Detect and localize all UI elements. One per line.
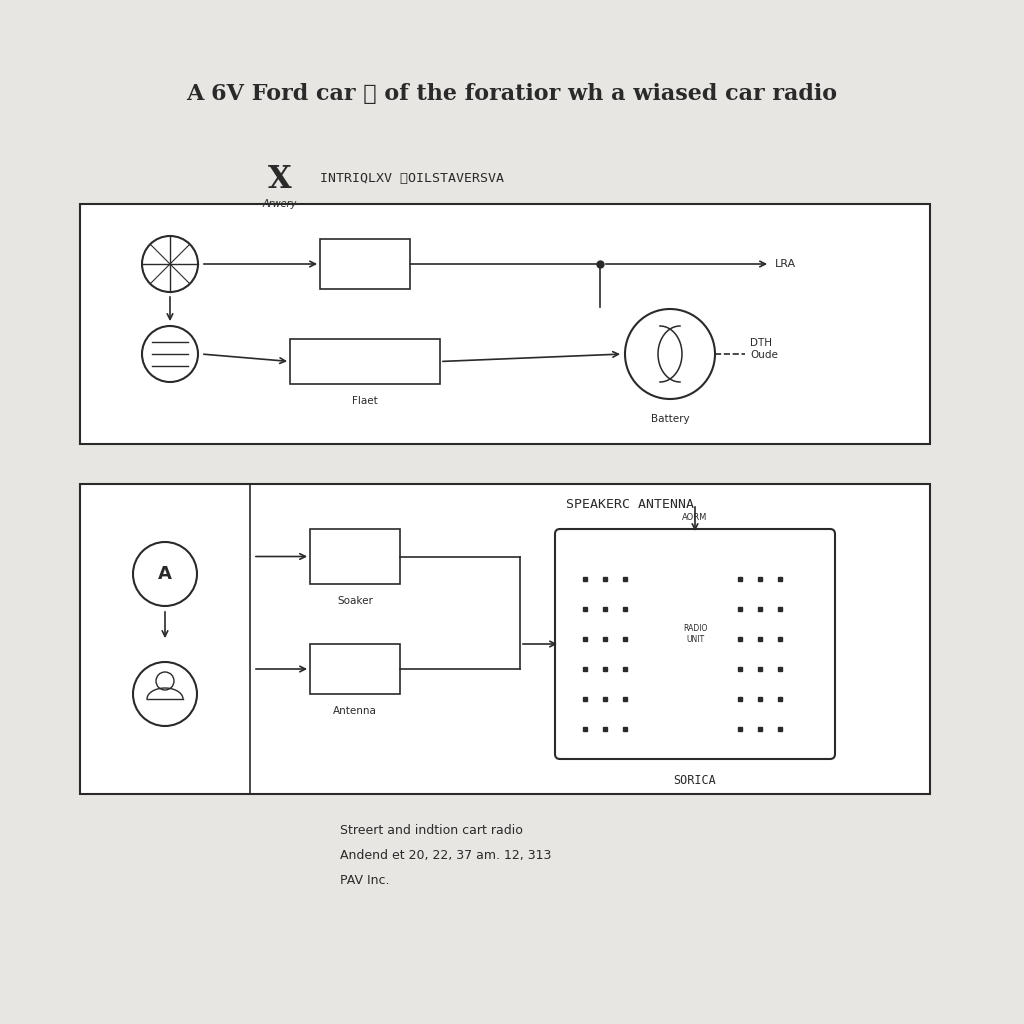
Text: INTRIQLXV ⓁOILSTAVERSVA: INTRIQLXV ⓁOILSTAVERSVA (319, 172, 504, 185)
Text: A 6V Ford car Ⓢ of the foratior wh a wiased car radio: A 6V Ford car Ⓢ of the foratior wh a wia… (186, 83, 838, 105)
Text: Andend et 20, 22, 37 am. 12, 313: Andend et 20, 22, 37 am. 12, 313 (340, 849, 551, 862)
Text: SPEAKERC ANTENNA: SPEAKERC ANTENNA (566, 498, 694, 511)
Text: DTH
Oude: DTH Oude (750, 338, 778, 359)
Circle shape (133, 662, 197, 726)
Text: SORICA: SORICA (674, 774, 717, 787)
Text: Streert and indtion cart radio: Streert and indtion cart radio (340, 824, 523, 837)
Bar (80, 204, 930, 444)
Text: LRA: LRA (775, 259, 796, 269)
Text: PAV Inc.: PAV Inc. (340, 874, 389, 887)
Text: Arwery: Arwery (263, 199, 297, 209)
Text: AORM: AORM (682, 513, 708, 522)
Bar (319, 239, 410, 289)
Circle shape (133, 542, 197, 606)
Text: Battery: Battery (650, 414, 689, 424)
Circle shape (142, 236, 198, 292)
Text: A: A (158, 565, 172, 583)
Circle shape (142, 326, 198, 382)
FancyBboxPatch shape (555, 529, 835, 759)
Bar (310, 529, 400, 584)
Bar (310, 644, 400, 694)
Circle shape (156, 672, 174, 690)
Text: RADIO
UNIT: RADIO UNIT (683, 625, 708, 644)
Text: Antenna: Antenna (333, 706, 377, 716)
Bar (290, 339, 440, 384)
Text: Soaker: Soaker (337, 596, 373, 606)
Text: X: X (268, 164, 292, 195)
Text: Flaet: Flaet (352, 396, 378, 406)
Circle shape (625, 309, 715, 399)
Bar (80, 484, 930, 794)
